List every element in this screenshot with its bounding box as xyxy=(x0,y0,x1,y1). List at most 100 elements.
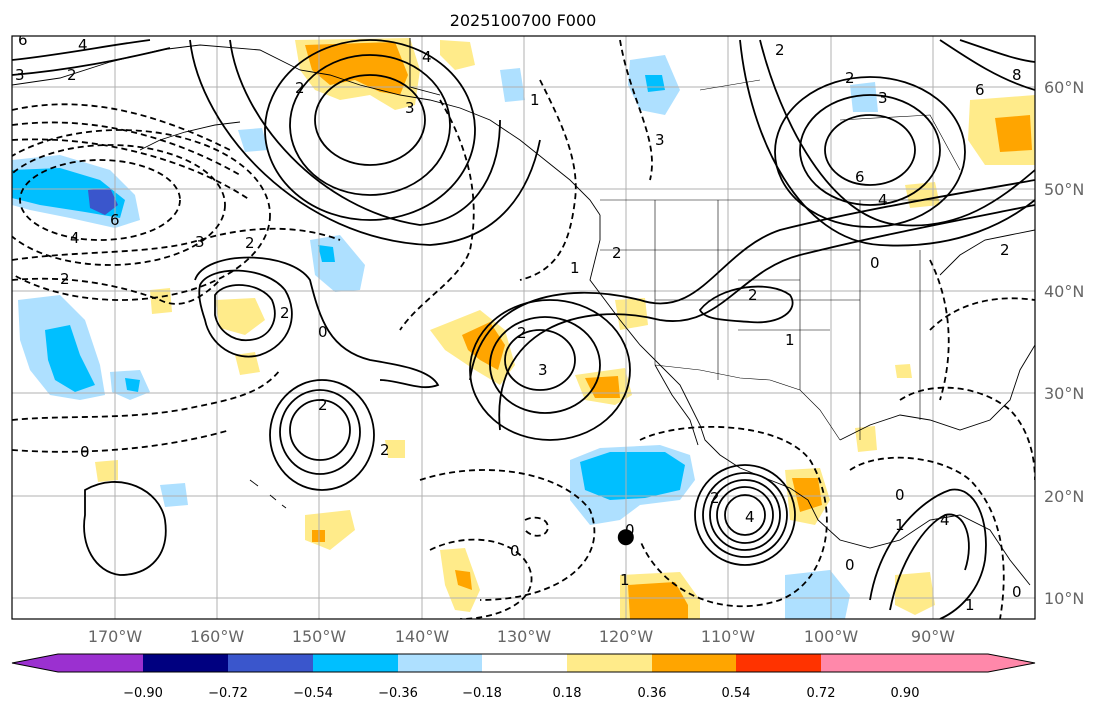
contour-label: 0 xyxy=(625,521,635,539)
contour-label: 0 xyxy=(870,254,880,272)
contour-label: 6 xyxy=(18,31,28,49)
shade-negative-low xyxy=(785,570,850,619)
contour-label: 2 xyxy=(245,234,255,252)
contour-solid xyxy=(264,39,476,221)
colorbar-tick-label: 0.18 xyxy=(553,686,582,701)
colorbar-tick-label: −0.36 xyxy=(378,686,418,701)
shade-negative-low xyxy=(160,483,188,507)
lon-tick-label: 140°W xyxy=(395,627,450,646)
contour-label: 3 xyxy=(878,89,888,107)
contour-solid xyxy=(959,39,1035,63)
contour-dashed xyxy=(12,144,226,266)
contour-solid xyxy=(694,464,796,566)
lat-tick-label: 10°N xyxy=(1044,589,1084,608)
contour-dashed xyxy=(12,429,231,453)
contour-dashed xyxy=(19,159,181,241)
colorbar-tick-label: 0.54 xyxy=(722,686,751,701)
shade-positive-low xyxy=(95,460,118,482)
shade-negative-mid xyxy=(45,325,95,392)
lon-tick-label: 120°W xyxy=(599,627,654,646)
contour-label: 0 xyxy=(80,443,90,461)
contour-dashed xyxy=(639,425,828,608)
contour-label: 4 xyxy=(940,511,950,529)
lon-tick-label: 160°W xyxy=(190,627,245,646)
contour-solid xyxy=(314,74,426,166)
lat-tick-label: 60°N xyxy=(1044,78,1084,97)
contour-dashed xyxy=(12,277,221,305)
shade-positive-mid xyxy=(995,115,1032,152)
colorbar-tick-label: −0.90 xyxy=(123,686,163,701)
contour-solid xyxy=(289,399,351,461)
contour-label: 2 xyxy=(775,41,785,59)
shaded-field xyxy=(12,38,1035,619)
contour-label: 0 xyxy=(1012,583,1022,601)
alaska-border xyxy=(409,38,441,96)
lat-tick-label: 30°N xyxy=(1044,384,1084,403)
colorbar-extend-right xyxy=(821,654,1035,672)
contour-solid xyxy=(12,39,151,61)
gulf-coast xyxy=(839,344,1035,441)
lat-tick-label: 40°N xyxy=(1044,282,1084,301)
contour-solid xyxy=(289,54,451,196)
shade-negative-mid xyxy=(580,452,685,500)
contour-label: 2 xyxy=(318,396,328,414)
storm-center-dot xyxy=(617,529,634,546)
contour-label: 3 xyxy=(195,233,205,251)
shade-negative-low xyxy=(238,128,268,152)
lon-tick-label: 130°W xyxy=(497,627,552,646)
contour-label: 0 xyxy=(845,556,855,574)
colorbar-tick-label: −0.72 xyxy=(208,686,248,701)
contour-dashed xyxy=(12,138,251,201)
contour-solid xyxy=(724,494,766,536)
contour-label: 1 xyxy=(965,596,975,614)
contour-solid xyxy=(504,329,576,391)
contour-label: 6 xyxy=(975,81,985,99)
shade-positive-low xyxy=(855,426,877,452)
contour-label: 2 xyxy=(280,304,290,322)
colorbar-swatch xyxy=(58,654,143,672)
contour-label: 8 xyxy=(1012,66,1022,84)
lon-tick-label: 90°W xyxy=(911,627,955,646)
colorbar-swatch xyxy=(313,654,398,672)
contour-label: 0 xyxy=(318,323,328,341)
colorbar-tick-label: 0.90 xyxy=(891,686,920,701)
contour-solid xyxy=(759,39,1035,227)
colorbar-swatch xyxy=(398,654,482,672)
contour-label: 3 xyxy=(655,131,665,149)
contour-label: 2 xyxy=(1000,241,1010,259)
shade-positive-low xyxy=(440,40,475,70)
state-borders xyxy=(600,249,860,331)
contour-dashed xyxy=(929,297,1035,331)
contour-solid xyxy=(489,316,601,414)
contour-solid xyxy=(889,513,970,611)
contour-dashed xyxy=(419,469,596,601)
contour-label: 2 xyxy=(380,441,390,459)
contour-solid xyxy=(12,47,171,76)
shade-positive-mid xyxy=(628,582,688,619)
contour-solid xyxy=(269,379,375,491)
shade-positive-low xyxy=(895,572,935,615)
contour-solid xyxy=(698,285,794,324)
contour-solid xyxy=(869,488,987,619)
contour-label: 3 xyxy=(405,99,415,117)
contour-dashed xyxy=(619,39,653,181)
contour-dashed xyxy=(12,103,231,151)
state-borders xyxy=(654,200,921,440)
map-title: 2025100700 F000 xyxy=(450,11,597,30)
contour-label: 2 xyxy=(845,69,855,87)
borders xyxy=(600,79,1035,441)
contour-solid xyxy=(739,39,1035,247)
contour-solid xyxy=(824,114,916,186)
contour-solid xyxy=(194,256,440,389)
contour-solid xyxy=(774,76,966,228)
contour-label: 1 xyxy=(895,516,905,534)
contour-solid xyxy=(189,39,541,246)
contour-solid xyxy=(939,39,1035,91)
contour-label: 2 xyxy=(517,324,527,342)
contour-label: 2 xyxy=(748,286,758,304)
shade-positive-low xyxy=(895,364,912,378)
contour-solid xyxy=(702,472,788,558)
contour-solid xyxy=(198,269,293,358)
contour-label: 2 xyxy=(295,79,305,97)
colorbar-swatch xyxy=(736,654,821,672)
